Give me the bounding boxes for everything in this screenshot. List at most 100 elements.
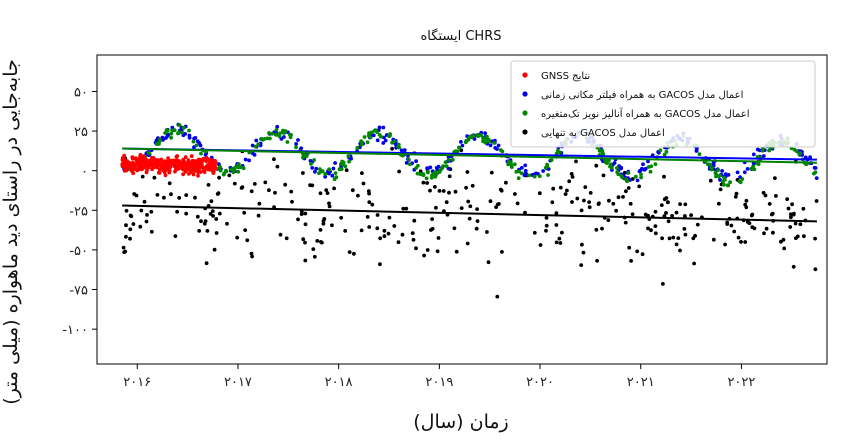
data-point: [249, 251, 254, 256]
data-point: [643, 166, 648, 171]
data-point: [802, 234, 806, 239]
data-point: [437, 189, 442, 193]
data-point: [138, 224, 143, 229]
data-point: [433, 185, 437, 189]
data-point: [435, 249, 440, 254]
data-point: [659, 203, 664, 208]
data-point: [467, 136, 471, 141]
data-point: [321, 219, 326, 223]
data-point: [441, 189, 446, 193]
data-point: [412, 218, 417, 223]
data-point: [184, 211, 189, 216]
data-point: [317, 171, 321, 176]
data-point: [231, 170, 236, 175]
data-point: [475, 207, 479, 212]
data-point: [121, 245, 126, 250]
data-point: [570, 175, 575, 179]
legend-entry-label: نتایج GNSS: [541, 71, 590, 82]
data-point: [134, 157, 139, 162]
data-point: [791, 264, 796, 269]
data-point: [294, 142, 298, 146]
data-point: [444, 164, 449, 169]
data-point: [693, 233, 697, 238]
data-point: [321, 221, 326, 226]
data-point: [273, 190, 277, 195]
data-point: [459, 148, 464, 153]
data-point: [537, 191, 542, 196]
data-point: [560, 230, 564, 235]
data-point: [606, 218, 611, 223]
data-point: [383, 138, 388, 143]
data-point: [325, 191, 330, 196]
data-point: [664, 150, 669, 154]
data-point: [158, 158, 163, 163]
data-point: [128, 227, 133, 232]
x-tick-label: ۲۰۲۱: [627, 375, 655, 390]
data-point: [208, 157, 213, 162]
data-point: [210, 209, 215, 214]
data-point: [176, 131, 180, 136]
data-point: [662, 174, 666, 179]
data-point: [127, 161, 132, 166]
data-point: [683, 214, 687, 218]
data-point: [624, 189, 628, 194]
data-point: [138, 155, 142, 159]
data-point: [683, 202, 688, 207]
data-point: [588, 191, 593, 195]
data-point: [192, 161, 197, 166]
data-point: [397, 169, 401, 174]
data-point: [333, 161, 337, 165]
data-point: [191, 139, 196, 144]
data-point: [574, 159, 578, 164]
data-point: [318, 228, 323, 232]
data-point: [218, 165, 222, 169]
data-point: [605, 161, 609, 166]
x-tick-label: ۲۰۱۷: [224, 375, 252, 390]
data-point: [175, 209, 180, 214]
data-point: [320, 169, 325, 174]
data-point: [468, 204, 473, 209]
legend-marker: [522, 72, 528, 78]
data-point: [332, 186, 336, 191]
data-point: [375, 226, 380, 231]
data-point: [457, 145, 462, 150]
data-point: [726, 183, 731, 188]
data-point: [646, 159, 650, 164]
data-point: [170, 125, 175, 130]
data-point: [527, 173, 531, 178]
data-point: [172, 164, 177, 169]
data-point: [718, 187, 723, 192]
data-point: [791, 212, 796, 217]
data-point: [496, 202, 501, 206]
data-point: [183, 155, 188, 160]
data-point: [512, 162, 517, 167]
data-point: [347, 250, 352, 255]
y-axis-label: جابه‌جایی در راستای دید ماهواره (میلی مت…: [0, 59, 22, 405]
data-point: [459, 140, 463, 144]
legend: نتایج GNSS اعمال مدل GACOS به همراه فیلتر…: [510, 60, 816, 148]
data-point: [375, 213, 380, 217]
data-point: [544, 228, 548, 233]
data-point: [196, 173, 200, 178]
data-point: [483, 140, 488, 145]
data-point: [558, 241, 563, 245]
data-point: [661, 282, 665, 286]
data-point: [275, 164, 280, 169]
data-point: [131, 171, 136, 176]
data-point: [319, 240, 323, 244]
data-point: [333, 171, 338, 176]
data-point: [378, 236, 383, 241]
data-point: [157, 167, 162, 172]
data-point: [786, 206, 791, 211]
data-point: [463, 140, 468, 145]
data-point: [217, 175, 222, 180]
data-point: [193, 136, 198, 140]
data-point: [318, 167, 322, 172]
data-point: [360, 140, 365, 145]
data-point: [142, 159, 146, 164]
data-point: [670, 214, 674, 218]
data-point: [744, 198, 749, 203]
data-point: [208, 212, 213, 216]
data-point: [283, 182, 288, 187]
